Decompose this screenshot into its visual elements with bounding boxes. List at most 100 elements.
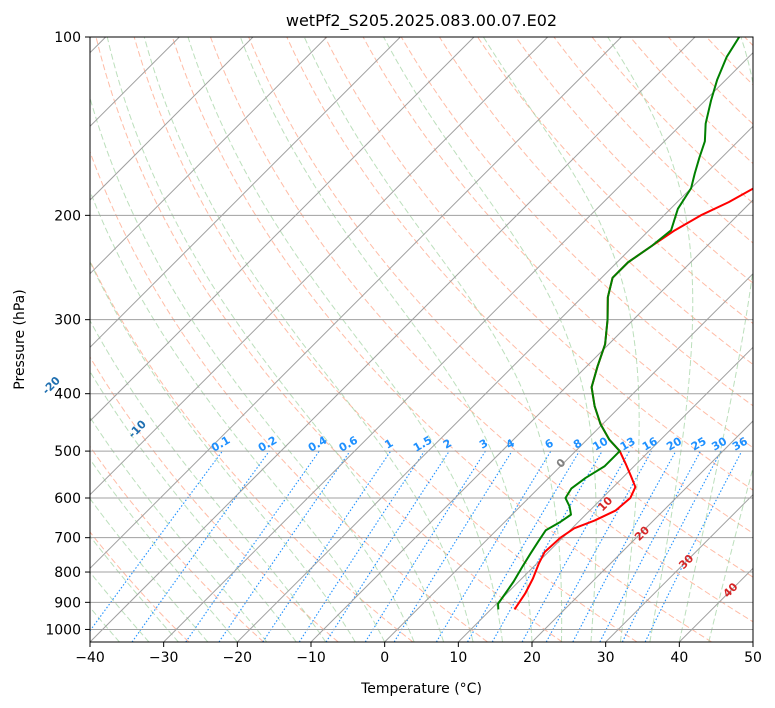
moist-adiabat-line — [143, 37, 474, 642]
y-tick-label: 200 — [54, 208, 81, 224]
moist-adiabat-line — [482, 37, 640, 642]
dry-adiabat-line — [90, 445, 264, 642]
mixing-ratio-line — [599, 450, 702, 642]
isotherm-line — [90, 37, 328, 275]
dry-adiabat-line — [515, 37, 753, 284]
moist-adiabat-line — [90, 416, 268, 642]
y-tick-label: 100 — [54, 30, 81, 46]
y-tick-label: 900 — [54, 595, 81, 611]
dry-adiabat-line — [90, 356, 339, 642]
y-tick-label: 700 — [54, 531, 81, 547]
mixing-ratio-line — [545, 450, 653, 642]
y-tick-label: 1000 — [45, 622, 81, 638]
mixing-ratio-line — [131, 450, 270, 642]
y-tick-label: 600 — [54, 491, 81, 507]
moist-adiabat-label: 20 — [632, 523, 652, 543]
moist-adiabat-line — [90, 189, 386, 642]
mixing-ratio-line — [298, 450, 425, 642]
x-tick-label: −40 — [75, 650, 105, 666]
mixing-ratio-label: 6 — [543, 436, 556, 451]
x-tick-label: 0 — [380, 650, 389, 666]
isotherm-line — [163, 51, 753, 642]
isotherm-line — [752, 641, 753, 642]
dry-adiabat-line — [400, 37, 753, 407]
dewpoint-line — [497, 37, 741, 610]
mixing-ratio-line — [435, 450, 552, 642]
moist-adiabat-line — [90, 260, 356, 642]
isotherm-line — [310, 199, 753, 642]
mixing-ratio-line — [467, 450, 580, 642]
mixing-ratio-label: 4 — [504, 436, 517, 451]
moist-adiabat-line — [90, 535, 179, 642]
moist-adiabat-line — [678, 37, 753, 642]
isotherm-line — [457, 346, 753, 642]
x-tick-label: 30 — [597, 650, 615, 666]
mixing-ratio-line — [644, 450, 743, 642]
y-tick-label: 800 — [54, 565, 81, 581]
mixing-ratio-line — [364, 450, 486, 642]
isotherm-line — [531, 420, 753, 642]
moist-adiabat-line — [187, 37, 504, 642]
dry-adiabat-label: -10 — [126, 417, 149, 440]
mixing-ratio-line — [262, 450, 392, 642]
moist-adiabat-line — [383, 37, 597, 642]
isotherm-line — [90, 37, 254, 201]
mixing-ratio-line — [521, 450, 630, 642]
mixing-ratio-line — [572, 450, 677, 642]
y-axis-label: Pressure (hPa) — [12, 289, 28, 389]
moist-adiabat-line — [106, 37, 445, 642]
isotherm-line — [236, 125, 753, 642]
background-lines — [90, 37, 753, 642]
dry-adiabat-line — [90, 531, 190, 642]
moist-adiabat-line — [303, 37, 563, 642]
mixing-ratio-line — [393, 450, 513, 642]
y-tick-label: 500 — [54, 444, 81, 460]
isotherm-line — [678, 567, 753, 642]
moist-adiabat-line — [90, 319, 327, 642]
isotherm-line — [90, 37, 401, 349]
grid-lines — [90, 37, 753, 642]
dry-adiabat-line — [248, 37, 753, 578]
plot-frame — [89, 36, 754, 643]
moist-adiabat-line — [90, 458, 238, 642]
mixing-ratio-line — [621, 450, 722, 642]
isotherm-line — [90, 37, 549, 496]
x-tick-label: 10 — [449, 650, 467, 666]
isotherm-line — [605, 493, 753, 642]
mixing-ratio-line — [218, 450, 351, 642]
y-tick-label: 400 — [54, 387, 81, 403]
x-tick-label: 20 — [523, 650, 541, 666]
dry-adiabat-line — [668, 37, 753, 125]
mixing-ratio-line — [90, 450, 223, 632]
chart-title: wetPf2_S205.2025.083.00.07.E02 — [286, 11, 557, 31]
isotherm-line — [90, 37, 696, 642]
dry-adiabat-line — [591, 37, 753, 204]
temperature-line — [513, 187, 753, 610]
mixing-ratio-label: 2 — [441, 437, 454, 452]
x-axis-label: Temperature (°C) — [360, 681, 482, 697]
dry-adiabat-line — [133, 37, 638, 642]
moist-adiabat-line — [90, 497, 209, 642]
moist-adiabat-line — [607, 37, 694, 642]
dry-adiabat-line — [90, 150, 488, 642]
dry-adiabat-line — [439, 37, 753, 366]
x-tick-label: −20 — [223, 650, 253, 666]
moist-adiabat-line — [239, 37, 533, 642]
profile-lines — [497, 37, 753, 610]
moist-adiabat-label: 0 — [554, 456, 569, 471]
axis-ticks: −40 −30 −20 −10 0 10 20 30 40 5010020030040050060… — [45, 30, 762, 666]
dry-adiabat-line — [744, 37, 753, 47]
x-tick-label: −10 — [296, 650, 326, 666]
line-labels: 0.10.20.40.611.52346810131620253036-100-… — [40, 374, 751, 601]
moist-adiabat-line — [90, 571, 150, 642]
x-tick-label: 40 — [670, 650, 688, 666]
y-tick-label: 300 — [54, 313, 81, 329]
dry-adiabat-line — [210, 37, 753, 623]
dry-adiabat-line — [90, 259, 414, 642]
x-tick-label: −30 — [149, 650, 179, 666]
x-tick-label: 50 — [744, 650, 762, 666]
mixing-ratio-line — [185, 450, 320, 642]
dry-adiabat-line — [706, 37, 753, 86]
mixing-ratio-line — [325, 450, 450, 642]
